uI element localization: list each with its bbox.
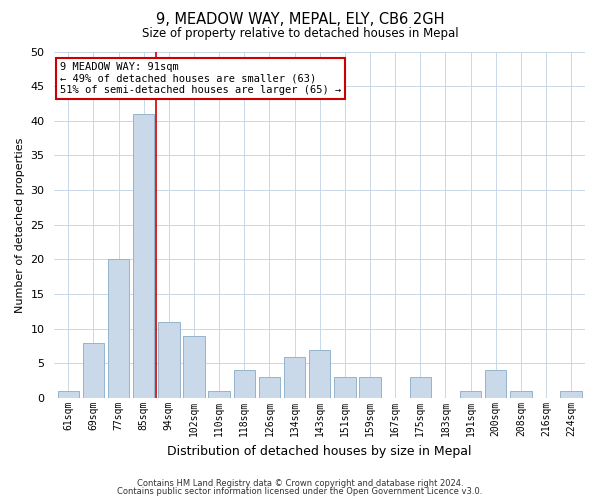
Bar bbox=[108, 260, 129, 398]
Text: Contains public sector information licensed under the Open Government Licence v3: Contains public sector information licen… bbox=[118, 487, 482, 496]
Bar bbox=[460, 391, 481, 398]
Bar bbox=[259, 378, 280, 398]
Bar bbox=[309, 350, 331, 398]
Text: Size of property relative to detached houses in Mepal: Size of property relative to detached ho… bbox=[142, 28, 458, 40]
Bar bbox=[560, 391, 582, 398]
Bar bbox=[83, 342, 104, 398]
Bar bbox=[183, 336, 205, 398]
Bar bbox=[510, 391, 532, 398]
Text: Contains HM Land Registry data © Crown copyright and database right 2024.: Contains HM Land Registry data © Crown c… bbox=[137, 478, 463, 488]
Text: 9, MEADOW WAY, MEPAL, ELY, CB6 2GH: 9, MEADOW WAY, MEPAL, ELY, CB6 2GH bbox=[156, 12, 444, 28]
Bar bbox=[58, 391, 79, 398]
Bar bbox=[359, 378, 380, 398]
Bar bbox=[133, 114, 154, 398]
Bar bbox=[485, 370, 506, 398]
Bar bbox=[158, 322, 179, 398]
Bar bbox=[410, 378, 431, 398]
Bar bbox=[284, 356, 305, 398]
X-axis label: Distribution of detached houses by size in Mepal: Distribution of detached houses by size … bbox=[167, 444, 472, 458]
Bar bbox=[208, 391, 230, 398]
Bar bbox=[334, 378, 356, 398]
Bar bbox=[233, 370, 255, 398]
Text: 9 MEADOW WAY: 91sqm
← 49% of detached houses are smaller (63)
51% of semi-detach: 9 MEADOW WAY: 91sqm ← 49% of detached ho… bbox=[60, 62, 341, 95]
Y-axis label: Number of detached properties: Number of detached properties bbox=[15, 137, 25, 312]
